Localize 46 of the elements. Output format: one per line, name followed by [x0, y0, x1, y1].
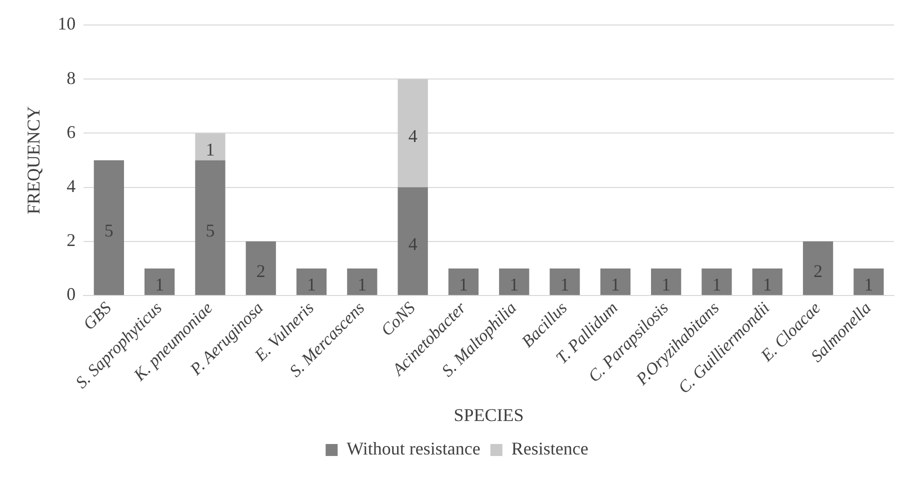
legend-label: Resistence — [511, 438, 588, 459]
bar — [94, 160, 124, 295]
data-label: 4 — [408, 234, 418, 254]
bar — [600, 268, 630, 295]
bar — [499, 268, 530, 295]
data-label: 1 — [662, 274, 671, 294]
y-tick-label: 6 — [66, 122, 76, 142]
bar — [651, 268, 682, 295]
y-axis-title: FREQUENCY — [24, 106, 44, 214]
bar — [347, 268, 378, 295]
data-label: 1 — [458, 274, 468, 294]
data-label: 5 — [206, 220, 215, 240]
data-label: 1 — [510, 274, 519, 294]
bar — [195, 160, 226, 295]
y-tick-label: 0 — [66, 284, 76, 304]
data-label: 1 — [560, 274, 570, 294]
x-axis-title: SPECIES — [454, 404, 524, 425]
bar — [195, 133, 226, 160]
y-tick-label: 2 — [66, 230, 76, 250]
data-label: 2 — [814, 260, 823, 281]
data-label: 1 — [155, 274, 164, 294]
bar — [398, 79, 428, 188]
data-label: 1 — [864, 274, 874, 294]
bar — [752, 268, 782, 295]
bar — [398, 187, 428, 295]
bar — [854, 268, 884, 295]
data-label: 1 — [206, 139, 215, 160]
data-label: 1 — [358, 274, 367, 294]
bar — [448, 268, 479, 295]
bar — [144, 268, 175, 295]
data-label: 5 — [104, 220, 114, 240]
y-tick-label: 4 — [66, 176, 76, 196]
y-tick-label: 8 — [66, 68, 76, 88]
data-label: 2 — [256, 260, 266, 281]
bar — [550, 268, 580, 295]
y-tick-label: 10 — [58, 14, 76, 34]
data-label: 1 — [610, 274, 620, 294]
data-label: 1 — [762, 274, 772, 294]
bar — [802, 241, 834, 295]
data-label: 1 — [712, 274, 722, 294]
data-label: 1 — [307, 274, 316, 294]
bar — [702, 268, 732, 295]
bar — [296, 268, 327, 295]
bar — [246, 241, 276, 295]
data-label: 4 — [408, 126, 418, 146]
legend-label: Without resistance — [346, 438, 480, 459]
